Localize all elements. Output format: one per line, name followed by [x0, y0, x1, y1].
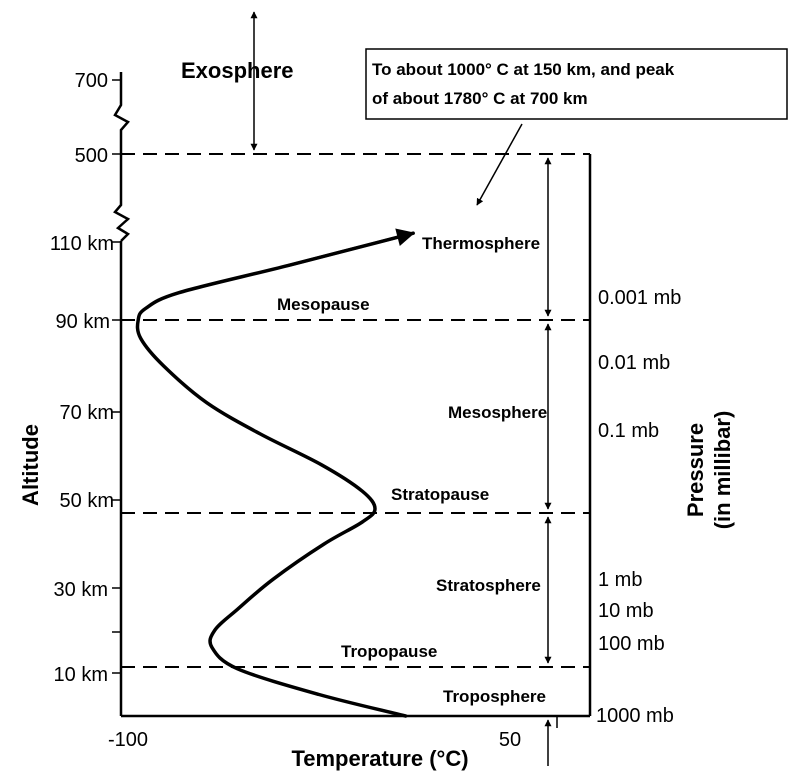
mesopause-label: Mesopause [277, 295, 370, 314]
altitude-ticks [112, 79, 121, 674]
temperature-tick-50: 50 [499, 729, 521, 751]
temperature-curve-arrowhead [288, 228, 415, 267]
altitude-tick-110: 110 km [50, 233, 114, 255]
tropopause-label: Tropopause [341, 642, 437, 661]
pressure-label-001: 0.01 mb [598, 352, 670, 374]
altitude-tick-10: 10 km [54, 664, 108, 686]
pressure-label-0001: 0.001 mb [598, 287, 681, 309]
pressure-label-01: 0.1 mb [598, 420, 659, 442]
note-pointer-arrow [476, 123, 523, 206]
exosphere-label: Exosphere [181, 58, 294, 83]
pressure-axis-title-line1: Pressure [683, 423, 708, 517]
mesosphere-label: Mesosphere [448, 403, 547, 422]
troposphere-label: Troposphere [443, 687, 546, 706]
temperature-curve [135, 231, 415, 718]
temperature-axis-title: Temperature (°C) [291, 746, 468, 771]
altitude-tick-70: 70 km [60, 402, 114, 424]
altitude-axis-title: Altitude [18, 424, 43, 506]
note-line-2: of about 1780° C at 700 km [372, 89, 588, 108]
left-axis-broken-upper [113, 72, 131, 242]
temperature-tick-min: -100 [108, 729, 148, 751]
stratosphere-label: Stratosphere [436, 576, 541, 595]
pressure-label-1000: 1000 mb [596, 705, 674, 727]
pressure-label-1: 1 mb [598, 569, 642, 591]
altitude-tick-700: 700 [75, 70, 108, 92]
altitude-tick-90: 90 km [56, 311, 110, 333]
note-line-1: To about 1000° C at 150 km, and peak [372, 60, 675, 79]
altitude-tick-500: 500 [75, 145, 108, 167]
layer-arrows [250, 11, 552, 766]
boundary-lines [121, 153, 590, 668]
thermosphere-label: Thermosphere [422, 234, 540, 253]
pressure-label-10: 10 mb [598, 600, 654, 622]
note-box [365, 48, 788, 120]
pressure-axis-title-line2: (in millibar) [710, 411, 735, 530]
stratopause-label: Stratopause [391, 485, 489, 504]
altitude-tick-30: 30 km [54, 579, 108, 601]
pressure-label-100: 100 mb [598, 633, 665, 655]
altitude-tick-50: 50 km [60, 490, 114, 512]
